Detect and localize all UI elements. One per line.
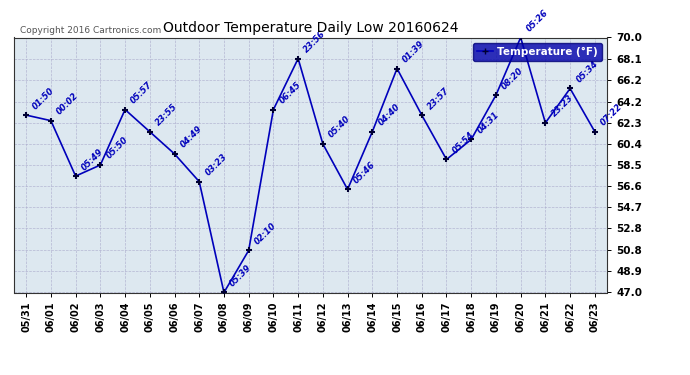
Text: 01:39: 01:39 — [401, 39, 426, 64]
Text: 05:54: 05:54 — [451, 130, 476, 155]
Text: 08:20: 08:20 — [500, 66, 526, 91]
Text: 05:39: 05:39 — [228, 263, 253, 288]
Text: 00:02: 00:02 — [55, 91, 81, 117]
Text: 05:57: 05:57 — [129, 80, 155, 105]
Text: 07:22: 07:22 — [599, 102, 624, 128]
Text: 04:49: 04:49 — [179, 124, 204, 150]
Text: 05:46: 05:46 — [352, 160, 377, 185]
Text: 23:23: 23:23 — [549, 93, 575, 119]
Text: 01:50: 01:50 — [30, 86, 56, 111]
Text: 05:50: 05:50 — [104, 135, 130, 161]
Text: 23:57: 23:57 — [426, 86, 451, 111]
Text: 05:49: 05:49 — [80, 147, 105, 172]
Text: 05:34: 05:34 — [574, 59, 600, 84]
Text: 02:10: 02:10 — [253, 221, 278, 246]
Text: 05:40: 05:40 — [327, 114, 353, 140]
Text: Copyright 2016 Cartronics.com: Copyright 2016 Cartronics.com — [20, 26, 161, 35]
Text: 23:56: 23:56 — [302, 29, 328, 54]
Legend: Temperature (°F): Temperature (°F) — [473, 43, 602, 61]
Text: 04:31: 04:31 — [475, 110, 501, 135]
Text: 03:23: 03:23 — [204, 152, 229, 177]
Text: 04:40: 04:40 — [377, 102, 402, 128]
Text: 06:45: 06:45 — [277, 80, 303, 105]
Text: 05:26: 05:26 — [525, 8, 550, 33]
Text: 23:55: 23:55 — [154, 102, 179, 128]
Title: Outdoor Temperature Daily Low 20160624: Outdoor Temperature Daily Low 20160624 — [163, 21, 458, 35]
